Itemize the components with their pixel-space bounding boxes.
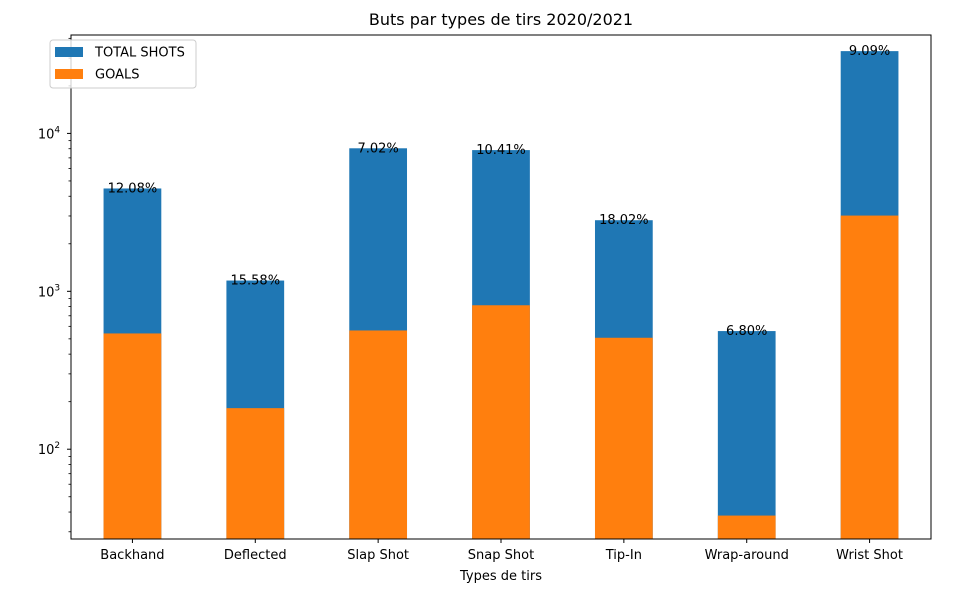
percentage-label-4: 18.02% <box>599 213 649 228</box>
legend-swatch-0 <box>55 47 83 57</box>
bars-layer <box>103 51 899 540</box>
bar-total-shots-5 <box>717 331 776 539</box>
x-tick-label-2: Slap Shot <box>347 548 409 563</box>
y-tick-label-1: 103 <box>38 283 60 300</box>
percentage-label-3: 10.41% <box>476 143 526 158</box>
x-tick-label-0: Backhand <box>100 548 164 563</box>
legend: TOTAL SHOTS GOALS <box>49 39 197 89</box>
y-tick-exponent-1: 3 <box>54 283 60 293</box>
legend-box <box>49 39 197 89</box>
x-axis-label: Types de tirs <box>459 569 542 584</box>
x-tick-labels: Backhand Deflected Slap Shot Snap Shot Tip-I… <box>100 539 903 563</box>
percentage-label-5: 6.80% <box>726 324 767 339</box>
x-tick-label-1: Deflected <box>224 548 287 563</box>
bar-goals-0 <box>103 333 162 539</box>
percentage-label-6: 9.09% <box>849 44 890 59</box>
chart-title: Buts par types de tirs 2020/2021 <box>369 10 633 29</box>
y-tick-label-0: 102 <box>38 441 60 458</box>
percentage-label-0: 12.08% <box>108 181 158 196</box>
bar-goals-5 <box>717 515 776 539</box>
percentage-label-2: 7.02% <box>357 141 398 156</box>
x-tick-label-6: Wrist Shot <box>836 548 903 563</box>
bar-goals-2 <box>349 330 408 539</box>
legend-label-0: TOTAL SHOTS <box>94 46 185 61</box>
y-tick-base-2: 10 <box>38 127 55 142</box>
x-tick-label-3: Snap Shot <box>468 548 534 563</box>
legend-label-1: GOALS <box>95 68 139 83</box>
annotations-layer: 12.08% 15.58% 7.02% 10.41% 18.02% 6.80% 9.09% <box>108 44 891 339</box>
bar-goals-1 <box>226 408 285 539</box>
y-tick-label-2: 104 <box>38 125 61 142</box>
bar-goals-3 <box>472 305 530 539</box>
bar-goals-6 <box>840 215 899 540</box>
y-tick-exponent-0: 2 <box>54 441 60 451</box>
percentage-label-1: 15.58% <box>230 274 280 289</box>
y-tick-base-1: 10 <box>38 285 55 300</box>
x-tick-label-5: Wrap-around <box>705 548 789 563</box>
x-tick-label-4: Tip-In <box>605 548 642 563</box>
y-tick-exponent-2: 4 <box>54 125 60 135</box>
legend-swatch-1 <box>55 69 83 79</box>
bar-goals-4 <box>594 337 653 539</box>
y-tick-base-0: 10 <box>38 443 55 458</box>
